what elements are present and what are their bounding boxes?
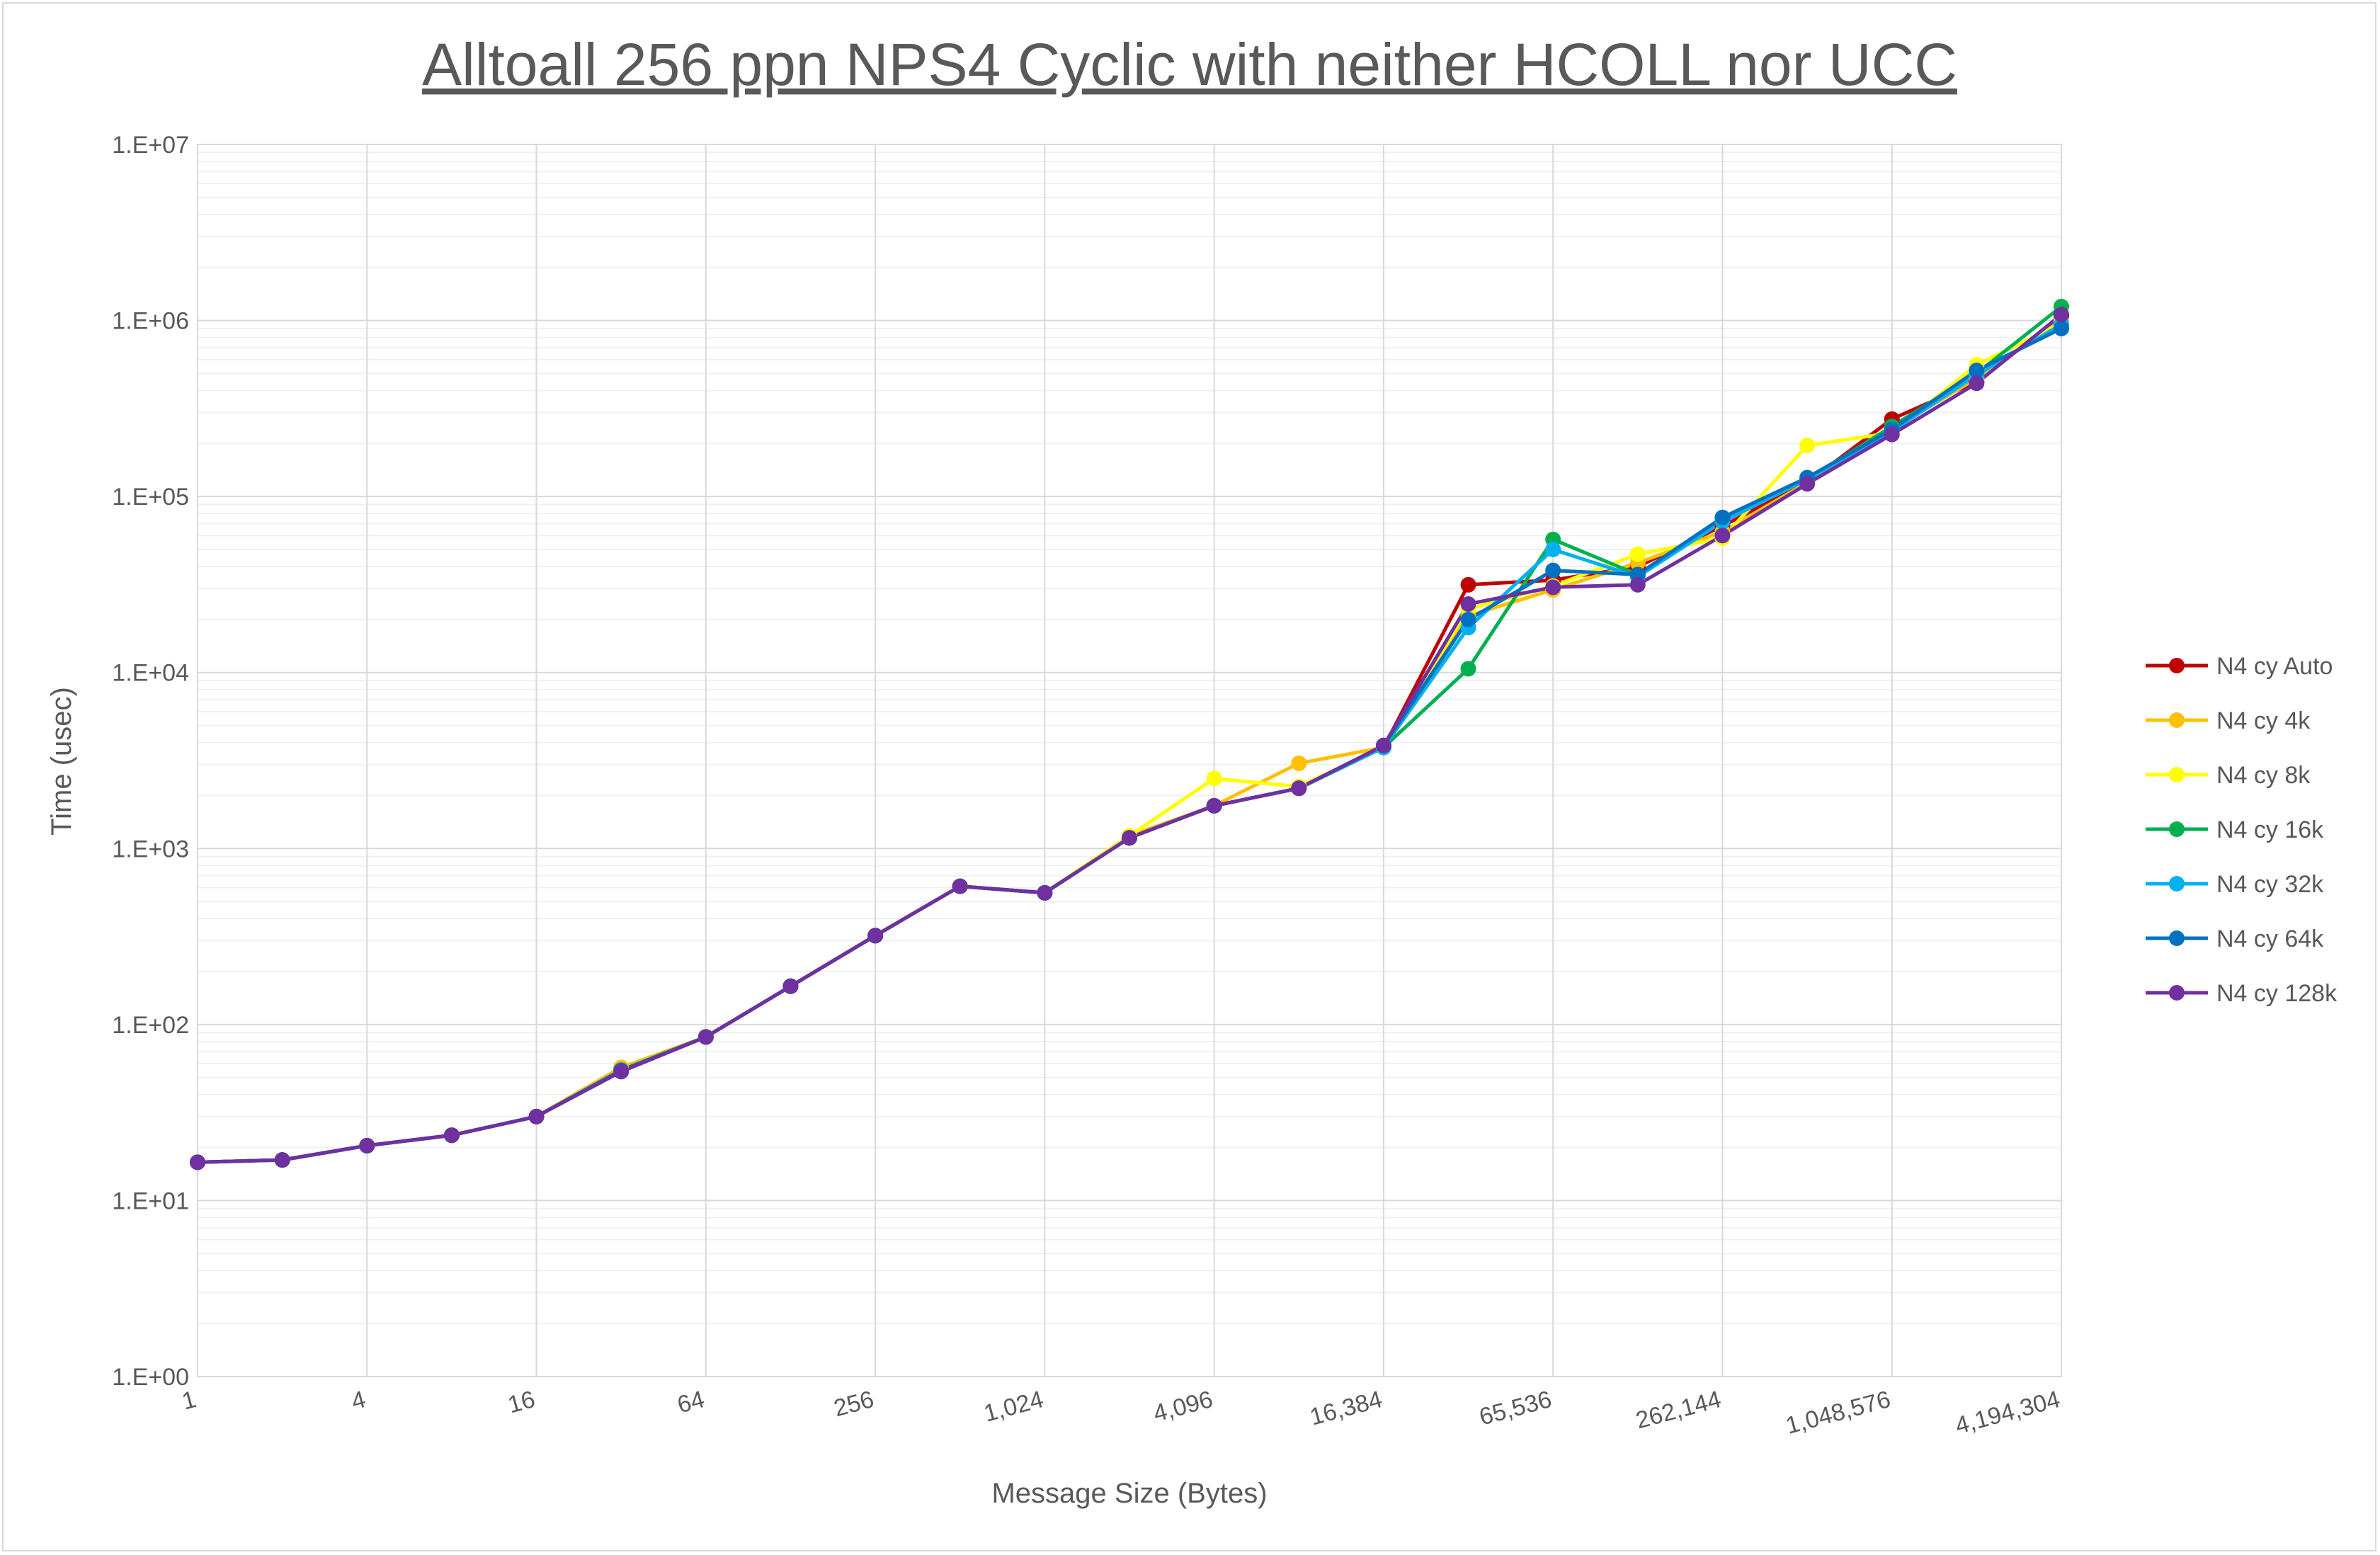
series-6-point (1884, 426, 1900, 443)
series-6-point (359, 1137, 375, 1154)
legend-label: N4 cy 16k (2216, 816, 2324, 843)
series-5-point (2054, 320, 2069, 336)
x-tick-label: 4 (348, 1386, 368, 1416)
series-6-point (1375, 737, 1391, 753)
x-tick-label: 4,096 (1151, 1386, 1216, 1428)
series-3-point (1460, 661, 1476, 677)
y-tick-label: 1.E+00 (112, 1364, 189, 1391)
x-tick-label: 4,194,304 (1952, 1386, 2063, 1440)
series-6-point (1206, 797, 1222, 814)
series-6-point (1545, 579, 1561, 596)
series-lines (197, 304, 2063, 1164)
legend-label: N4 cy 4k (2216, 707, 2311, 734)
series-5-point (1714, 509, 1731, 525)
series-line-3 (197, 304, 2063, 1164)
series-6-point (1629, 576, 1646, 593)
series-1-point (1291, 755, 1307, 771)
series-6-point (1714, 528, 1731, 544)
series-line-6 (197, 313, 2063, 1164)
y-tick-label: 1.E+03 (112, 836, 189, 862)
y-tick-label: 1.E+01 (112, 1187, 189, 1214)
x-tick-label: 1 (179, 1386, 199, 1416)
series-6-point (190, 1154, 205, 1170)
x-tick-label: 1,024 (981, 1386, 1046, 1428)
series-6-point (1460, 596, 1476, 612)
major-grid (197, 144, 2062, 1377)
series-5-point (1969, 363, 1985, 379)
series-6-point (1799, 476, 1816, 492)
plot-area-border (197, 144, 2062, 1377)
legend-marker (2169, 767, 2185, 782)
x-tick-label: 16,384 (1307, 1386, 1385, 1431)
legend-label: N4 cy 8k (2216, 762, 2311, 789)
legend-label: N4 cy Auto (2216, 653, 2333, 680)
series-6-point (1291, 780, 1307, 797)
legend-marker (2169, 658, 2185, 673)
x-tick-label: 262,144 (1633, 1386, 1724, 1435)
x-axis-title: Message Size (Bytes) (991, 1478, 1267, 1509)
y-tick-label: 1.E+04 (112, 660, 189, 687)
legend-label: N4 cy 32k (2216, 871, 2324, 898)
y-axis-tick-labels: 1.E+00 1.E+01 1.E+02 1.E+03 1.E+04 1.E+05 1.E+… (112, 132, 189, 1391)
series-6-point (952, 878, 968, 894)
series-6-point (698, 1029, 714, 1045)
series-2-point (1799, 438, 1816, 454)
series-6-point (528, 1108, 545, 1124)
x-tick-label: 1,048,576 (1783, 1386, 1894, 1440)
legend-label: N4 cy 64k (2216, 925, 2324, 952)
series-6-point (1969, 375, 1985, 392)
series-6-point (443, 1127, 460, 1144)
legend-marker (2169, 821, 2185, 837)
y-axis-title: Time (usec) (46, 687, 77, 836)
series-6-point (1122, 830, 1137, 846)
legend-marker (2169, 876, 2185, 892)
y-tick-label: 1.E+07 (112, 132, 189, 159)
series-2-point (1629, 546, 1646, 562)
legend-marker (2169, 712, 2185, 728)
series-0-point (1460, 576, 1476, 593)
series-line-1 (197, 319, 2063, 1164)
y-tick-label: 1.E+02 (112, 1012, 189, 1039)
series-6-point (613, 1064, 630, 1080)
legend: N4 cy Auto N4 cy 4k N4 cy 8k N4 cy 16k N4 cy… (2146, 653, 2338, 1007)
x-tick-label: 256 (831, 1386, 877, 1422)
x-tick-label: 65,536 (1476, 1386, 1554, 1431)
chart-title: Alltoall 256 ppn NPS4 Cyclic with neithe… (422, 31, 1957, 98)
x-axis-tick-labels: 1 4 16 64 256 1,024 4,096 16,384 65,536 262,144 1,… (179, 1386, 2063, 1440)
legend-marker (2169, 930, 2185, 946)
series-6-point (782, 978, 799, 994)
y-tick-label: 1.E+05 (112, 484, 189, 511)
series-2-point (1206, 770, 1222, 787)
series-6-point (1037, 884, 1053, 901)
series-5-point (1460, 611, 1476, 627)
legend-label: N4 cy 128k (2216, 980, 2338, 1007)
series-6-point (867, 928, 884, 944)
legend-marker (2169, 985, 2185, 1001)
x-tick-label: 64 (675, 1386, 707, 1418)
y-tick-label: 1.E+06 (112, 308, 189, 335)
x-tick-label: 16 (505, 1386, 537, 1418)
minor-grid (198, 152, 2061, 1325)
series-5-point (1545, 562, 1561, 579)
series-line-5 (197, 326, 2063, 1164)
series-6-point (274, 1152, 290, 1168)
series-4-point (1545, 541, 1561, 557)
series-6-point (2054, 307, 2069, 323)
series-points (190, 298, 2069, 1170)
series-line-4 (197, 322, 2063, 1164)
